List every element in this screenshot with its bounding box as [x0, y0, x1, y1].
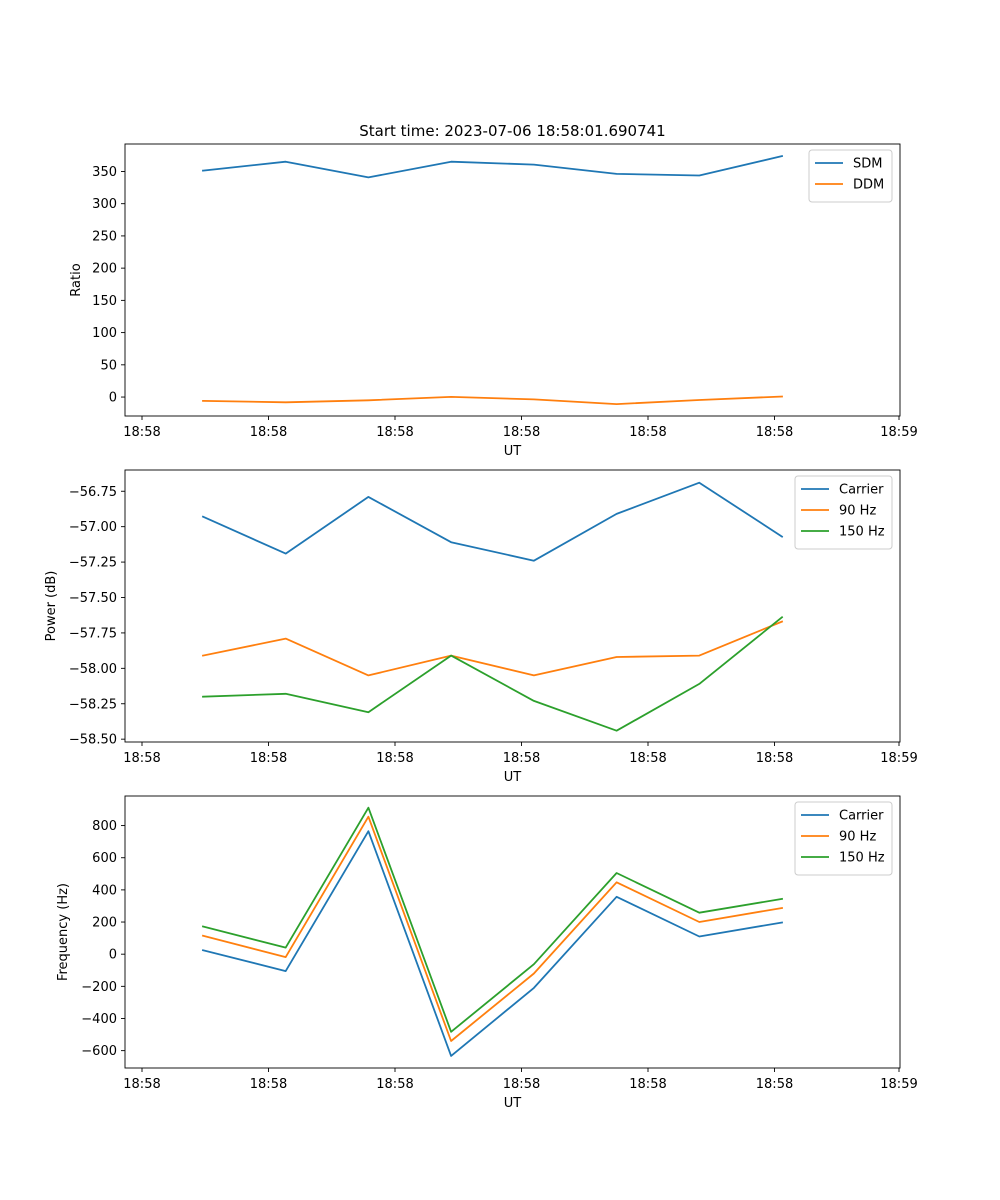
x-tick-label: 18:58: [376, 751, 413, 766]
series-line-90-hz: [201, 620, 784, 677]
y-tick-label: −57.50: [69, 591, 117, 606]
y-tick-label: 150: [92, 294, 117, 309]
x-tick-label: 18:58: [756, 425, 793, 440]
x-tick-label: 18:58: [629, 1077, 666, 1092]
x-tick-label: 18:59: [880, 751, 917, 766]
y-tick-label: −400: [81, 1012, 117, 1027]
x-tick-label: 18:58: [503, 1077, 540, 1092]
y-tick-label: 600: [92, 851, 117, 866]
x-tick-label: 18:58: [756, 751, 793, 766]
x-axis-label: UT: [504, 1096, 522, 1111]
y-tick-label: 800: [92, 819, 117, 834]
x-tick-label: 18:59: [880, 425, 917, 440]
series-line-carrier: [201, 481, 784, 562]
y-tick-label: 100: [92, 326, 117, 341]
y-tick-label: 0: [109, 391, 117, 406]
legend-entry: 150 Hz: [839, 851, 885, 866]
series-line-carrier: [201, 830, 784, 1057]
subplot-3: 18:58 18:58 18:58 18:58 18:58 18:58 18:59 −600 −…: [56, 795, 918, 1111]
series-line-150-hz: [201, 806, 784, 1033]
legend-entry: 90 Hz: [839, 504, 876, 519]
series-line-ddm: [202, 395, 783, 406]
x-tick-label: 18:58: [123, 751, 160, 766]
legend-entry: Carrier: [839, 809, 884, 824]
legend: Carrier 90 Hz 150 Hz: [794, 475, 893, 550]
y-tick-label: −57.75: [69, 626, 117, 641]
x-tick-label: 18:58: [629, 751, 666, 766]
y-tick-label: 350: [92, 165, 117, 180]
x-tick-label: 18:58: [376, 425, 413, 440]
series-line-sdm: [202, 155, 784, 179]
y-tick-label: −58.50: [69, 733, 117, 748]
x-tick-label: 18:58: [503, 425, 540, 440]
y-tick-label: −57.25: [69, 556, 117, 571]
legend-entry: 90 Hz: [839, 830, 876, 845]
y-axis-label: Frequency (Hz): [56, 883, 71, 981]
series-line-90-hz: [201, 815, 784, 1042]
y-tick-label: 50: [100, 358, 117, 373]
y-tick-label: −57.00: [69, 520, 117, 535]
axes-frame: [124, 469, 901, 743]
subplot-1: 18:58 18:58 18:58 18:58 18:58 18:58 18:59 0 50 10…: [69, 143, 918, 459]
x-tick-label: 18:58: [376, 1077, 413, 1092]
y-tick-label: −58.00: [69, 662, 117, 677]
y-axis-label: Power (dB): [44, 571, 59, 642]
y-tick-label: −600: [81, 1044, 117, 1059]
x-axis-label: UT: [504, 770, 522, 785]
y-tick-label: −58.25: [69, 697, 117, 712]
series-line-150-hz: [202, 616, 784, 732]
subplot-2: 18:58 18:58 18:58 18:58 18:58 18:58 18:59 −58.5…: [44, 469, 918, 785]
legend-entry: DDM: [853, 178, 884, 193]
y-tick-label: −200: [81, 980, 117, 995]
legend-entry: Carrier: [839, 483, 884, 498]
y-tick-label: −56.75: [69, 485, 117, 500]
x-tick-label: 18:58: [123, 1077, 160, 1092]
x-tick-label: 18:58: [629, 425, 666, 440]
x-tick-label: 18:58: [250, 425, 287, 440]
legend: Carrier 90 Hz 150 Hz: [794, 801, 893, 876]
y-axis-label: Ratio: [69, 263, 84, 296]
axes-frame: [124, 143, 901, 417]
y-tick-label: 250: [92, 229, 117, 244]
y-tick-label: 0: [109, 948, 117, 963]
x-tick-label: 18:58: [756, 1077, 793, 1092]
y-tick-label: 400: [92, 883, 117, 898]
axes-frame: [124, 795, 901, 1069]
legend: SDM DDM: [808, 149, 893, 203]
x-axis-label: UT: [504, 444, 522, 459]
x-tick-label: 18:58: [503, 751, 540, 766]
chart-title: Start time: 2023-07-06 18:58:01.690741: [359, 122, 665, 140]
y-tick-label: 300: [92, 197, 117, 212]
x-tick-label: 18:58: [250, 1077, 287, 1092]
x-tick-label: 18:58: [123, 425, 160, 440]
y-tick-label: 200: [92, 916, 117, 931]
y-tick-label: 200: [92, 262, 117, 277]
x-tick-label: 18:59: [880, 1077, 917, 1092]
legend-entry: 150 Hz: [839, 525, 885, 540]
legend-entry: SDM: [853, 157, 882, 172]
x-tick-label: 18:58: [250, 751, 287, 766]
